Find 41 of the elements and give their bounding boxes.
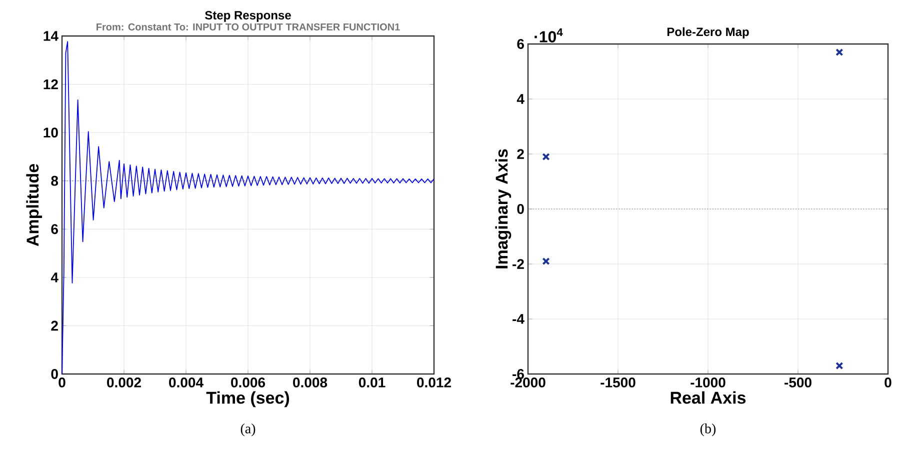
y-tick-label: 0 (51, 369, 58, 379)
y-tick-label: 4 (516, 94, 524, 104)
y-tick-label: -4 (512, 314, 524, 324)
x-axis-title: Time (sec) (206, 391, 290, 408)
x-tick-label: 0.01 (358, 378, 386, 388)
text: ·10$^{4}$ (534, 28, 563, 42)
y-tick-label: 6 (51, 224, 58, 234)
x-tick-label: -2000 (510, 378, 546, 388)
y-tick-label: 4 (50, 272, 58, 282)
y-tick-label: 10 (44, 128, 58, 138)
chart-subtitle: From: Constant To: INPUT TO OUTPUT TRANSFER FUNCTION1 (96, 23, 400, 30)
x-tick-label: -500 (784, 378, 812, 388)
x-tick-label: 0 (884, 378, 892, 388)
point (836, 48, 844, 56)
y-tick-label: -2 (512, 259, 524, 269)
x-tick-label: -1000 (690, 378, 726, 388)
x-tick-label: 0.008 (293, 378, 328, 388)
y-tick-label: 6 (517, 39, 524, 49)
x-tick-label: 0.012 (417, 378, 451, 388)
x-axis-title: Real Axis (670, 391, 746, 404)
point (542, 152, 550, 161)
y-tick-label: 2 (517, 149, 524, 159)
x-tick-label: 0 (58, 378, 66, 388)
y-axis-title: Imaginary Axis (495, 149, 512, 268)
y-axis-title: Amplitude (26, 164, 42, 246)
y-tick-label: 12 (44, 79, 58, 90)
chart-title: Pole-Zero Map (667, 27, 749, 38)
text: (a) (240, 424, 256, 436)
line-series (62, 41, 434, 374)
y-tick-label: 0 (517, 204, 524, 214)
y-tick-label: 14 (44, 31, 58, 41)
x-tick-label: 0.006 (231, 378, 266, 388)
y-tick-label: 2 (51, 320, 58, 331)
x-tick-label: -1500 (600, 378, 636, 388)
y-tick-label: 8 (51, 176, 58, 186)
x-tick-label: 0.002 (107, 378, 141, 388)
text: (b) (700, 424, 716, 436)
point (542, 257, 550, 266)
chart-title: Step Response (205, 10, 291, 22)
point (836, 362, 844, 370)
x-tick-label: 0.004 (169, 378, 204, 388)
